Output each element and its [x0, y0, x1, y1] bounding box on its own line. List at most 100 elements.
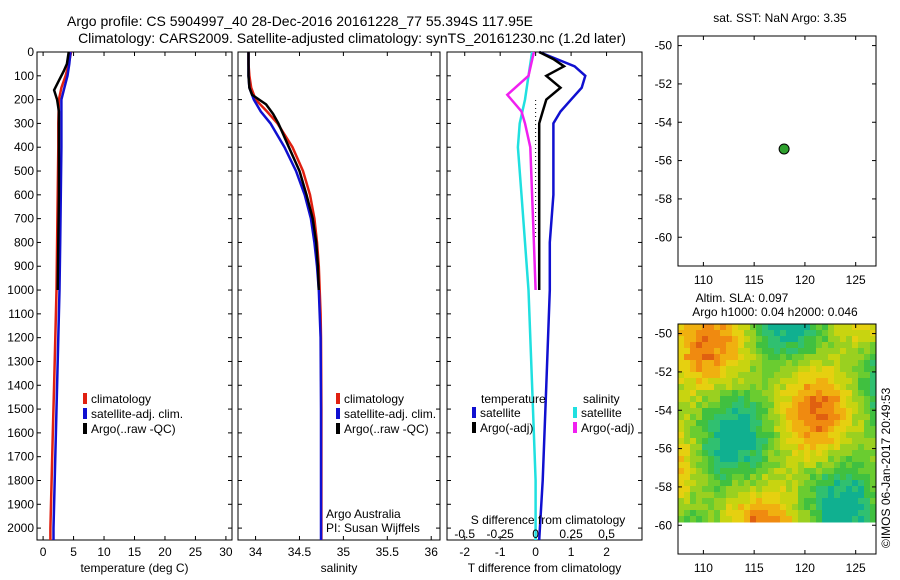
- sla-cell: [828, 444, 835, 451]
- difference-series-3: [505, 51, 537, 291]
- sla-cell: [870, 474, 877, 481]
- sla-cell: [816, 516, 823, 523]
- sla-cell: [834, 462, 841, 469]
- sla-cell: [744, 336, 751, 343]
- sla-cell: [846, 378, 853, 385]
- sla-cell: [714, 372, 721, 379]
- sla-cell: [834, 390, 841, 397]
- sla-cell: [810, 444, 817, 451]
- sla-cell: [696, 408, 703, 415]
- sla-cell: [810, 510, 817, 517]
- sla-cell: [708, 360, 715, 367]
- sla-cell: [864, 438, 871, 445]
- sla-cell: [792, 420, 799, 427]
- sla-cell: [720, 402, 727, 409]
- sla-cell: [846, 348, 853, 355]
- legend-label: Argo(-adj): [581, 421, 634, 435]
- sla-cell: [744, 474, 751, 481]
- sla-cell: [708, 456, 715, 463]
- sla-cell: [684, 516, 691, 523]
- sla-cell: [846, 444, 853, 451]
- sla-cell: [738, 510, 745, 517]
- sla-cell: [840, 480, 847, 487]
- salinity-xtick-label: 35.5: [376, 545, 400, 559]
- sla-cell: [804, 432, 811, 439]
- sla-cell: [792, 378, 799, 385]
- sla-cell: [828, 456, 835, 463]
- sla-cell: [846, 474, 853, 481]
- sla-cell: [828, 438, 835, 445]
- sla-map-panel: 110 115 120 125 -50 -52 -54 -56 -58 -60 Altim. SLA…: [655, 291, 877, 575]
- sla-cell: [720, 474, 727, 481]
- sla-cell: [792, 396, 799, 403]
- sla-cell: [702, 414, 709, 421]
- sla-cell: [798, 450, 805, 457]
- sla-cell: [708, 444, 715, 451]
- sla-cell: [834, 354, 841, 361]
- sla-cell: [726, 408, 733, 415]
- sla-cell: [732, 372, 739, 379]
- sla-cell: [858, 468, 865, 475]
- salinity-xtick-label: 34: [249, 545, 263, 559]
- sla-cell: [810, 378, 817, 385]
- sla-cell: [858, 354, 865, 361]
- sla-cell: [774, 426, 781, 433]
- sla-cell: [858, 396, 865, 403]
- sla-cell: [864, 342, 871, 349]
- sla-cell: [798, 516, 805, 523]
- temperature-xtick-label: 25: [189, 545, 203, 559]
- sla-cell: [828, 504, 835, 511]
- sla-cell: [870, 504, 877, 511]
- salinity-xtick-label: 35: [337, 545, 351, 559]
- sla-cell: [822, 468, 829, 475]
- sla-cell: [816, 408, 823, 415]
- sla-cell: [852, 378, 859, 385]
- temperature-ytick-label: 1900: [7, 497, 34, 511]
- sla-cell: [702, 336, 709, 343]
- sla-cell: [738, 336, 745, 343]
- sla-cell: [720, 378, 727, 385]
- sla-cell: [852, 492, 859, 499]
- sla-cell: [840, 468, 847, 475]
- sla-cell: [834, 378, 841, 385]
- sla-cell: [786, 348, 793, 355]
- sla-cell: [798, 456, 805, 463]
- sla-cell: [708, 516, 715, 523]
- sla-frame: [677, 323, 877, 555]
- sla-cell: [696, 480, 703, 487]
- sla-cell: [762, 462, 769, 469]
- sla-cell: [678, 360, 685, 367]
- sla-cell: [720, 390, 727, 397]
- sla-cell: [744, 384, 751, 391]
- sla-cell: [810, 402, 817, 409]
- sla-cell: [804, 462, 811, 469]
- sla-cell: [750, 330, 757, 337]
- sla-cell: [792, 444, 799, 451]
- sla-cell: [870, 438, 877, 445]
- sla-cell: [696, 378, 703, 385]
- sla-cell: [786, 384, 793, 391]
- sla-cell: [822, 504, 829, 511]
- sla-cell: [684, 342, 691, 349]
- sla-cell: [702, 456, 709, 463]
- sla-ytick-label: -50: [655, 327, 673, 341]
- sla-cell: [822, 354, 829, 361]
- sla-cell: [816, 402, 823, 409]
- sla-cell: [768, 366, 775, 373]
- sla-cell: [834, 408, 841, 415]
- sla-cell: [834, 510, 841, 517]
- sla-cell: [846, 516, 853, 523]
- sla-cell: [768, 378, 775, 385]
- sla-cell: [738, 450, 745, 457]
- sla-cell: [804, 450, 811, 457]
- sla-cell: [840, 432, 847, 439]
- sla-cell: [696, 372, 703, 379]
- sla-cell: [870, 336, 877, 343]
- sla-cell: [858, 384, 865, 391]
- sla-cell: [840, 420, 847, 427]
- sla-cell: [870, 450, 877, 457]
- sla-cell: [822, 342, 829, 349]
- sla-ytick-label: -54: [655, 403, 673, 417]
- sla-cell: [870, 360, 877, 367]
